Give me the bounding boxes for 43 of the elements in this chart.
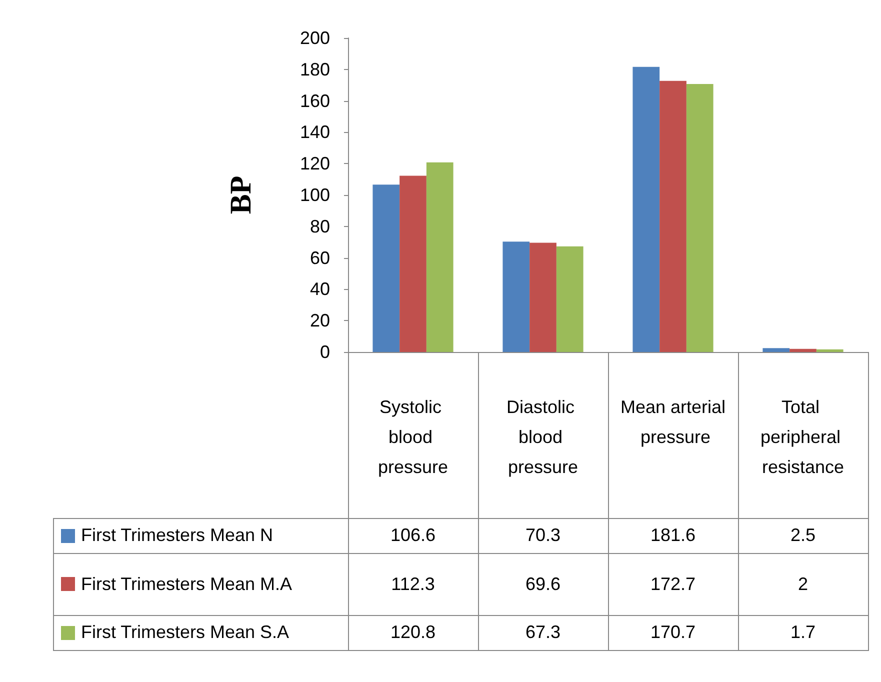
legend-label: First Trimesters Mean M.A [81, 574, 292, 594]
y-axis-title: BP [224, 176, 258, 214]
legend-label: First Trimesters Mean N [81, 525, 274, 546]
data-label: 70.3 [524, 524, 562, 547]
y-tick-label: 200 [300, 28, 330, 48]
data-label: 2 [796, 572, 809, 596]
bar [372, 184, 400, 352]
data-label: 170.7 [649, 621, 697, 644]
bar [502, 242, 530, 352]
data-label: 106.6 [389, 524, 437, 547]
y-tick-label: 80 [310, 216, 330, 236]
bar [816, 349, 844, 352]
bar [426, 162, 454, 352]
bar [790, 348, 816, 352]
bar [686, 84, 714, 352]
y-tick-label: 20 [310, 310, 330, 331]
bar [632, 66, 660, 352]
y-tick-label: 120 [300, 154, 330, 174]
x-tick-label: Diastolic blood pressure [506, 397, 580, 477]
data-label: 120.8 [389, 621, 437, 644]
data-label: 67.3 [524, 621, 562, 644]
y-tick-label: 40 [310, 279, 330, 300]
bar [400, 176, 426, 352]
data-label: 2.5 [789, 524, 817, 547]
bar [556, 246, 584, 352]
bar [660, 80, 686, 352]
y-tick-label: 160 [300, 90, 330, 111]
y-tick-label: 60 [310, 248, 330, 268]
x-tick-label: Total peripheral resistance [760, 397, 846, 477]
x-tick-label: Mean arterial pressure [620, 397, 726, 447]
bar [530, 242, 556, 352]
y-tick-label: 140 [300, 122, 330, 142]
y-tick-label: 100 [300, 185, 330, 205]
bar [762, 348, 790, 352]
legend-label: First Trimesters Mean S.A [81, 622, 290, 643]
x-tick-label: Systolic blood pressure [378, 397, 448, 477]
data-label: 69.6 [524, 572, 562, 596]
data-label: 172.7 [649, 572, 697, 596]
data-label: 181.6 [649, 524, 697, 547]
data-label: 1.7 [789, 621, 817, 644]
data-label: 112.3 [390, 572, 436, 596]
y-tick-label: 180 [300, 59, 330, 80]
y-tick-label: 0 [320, 342, 330, 362]
